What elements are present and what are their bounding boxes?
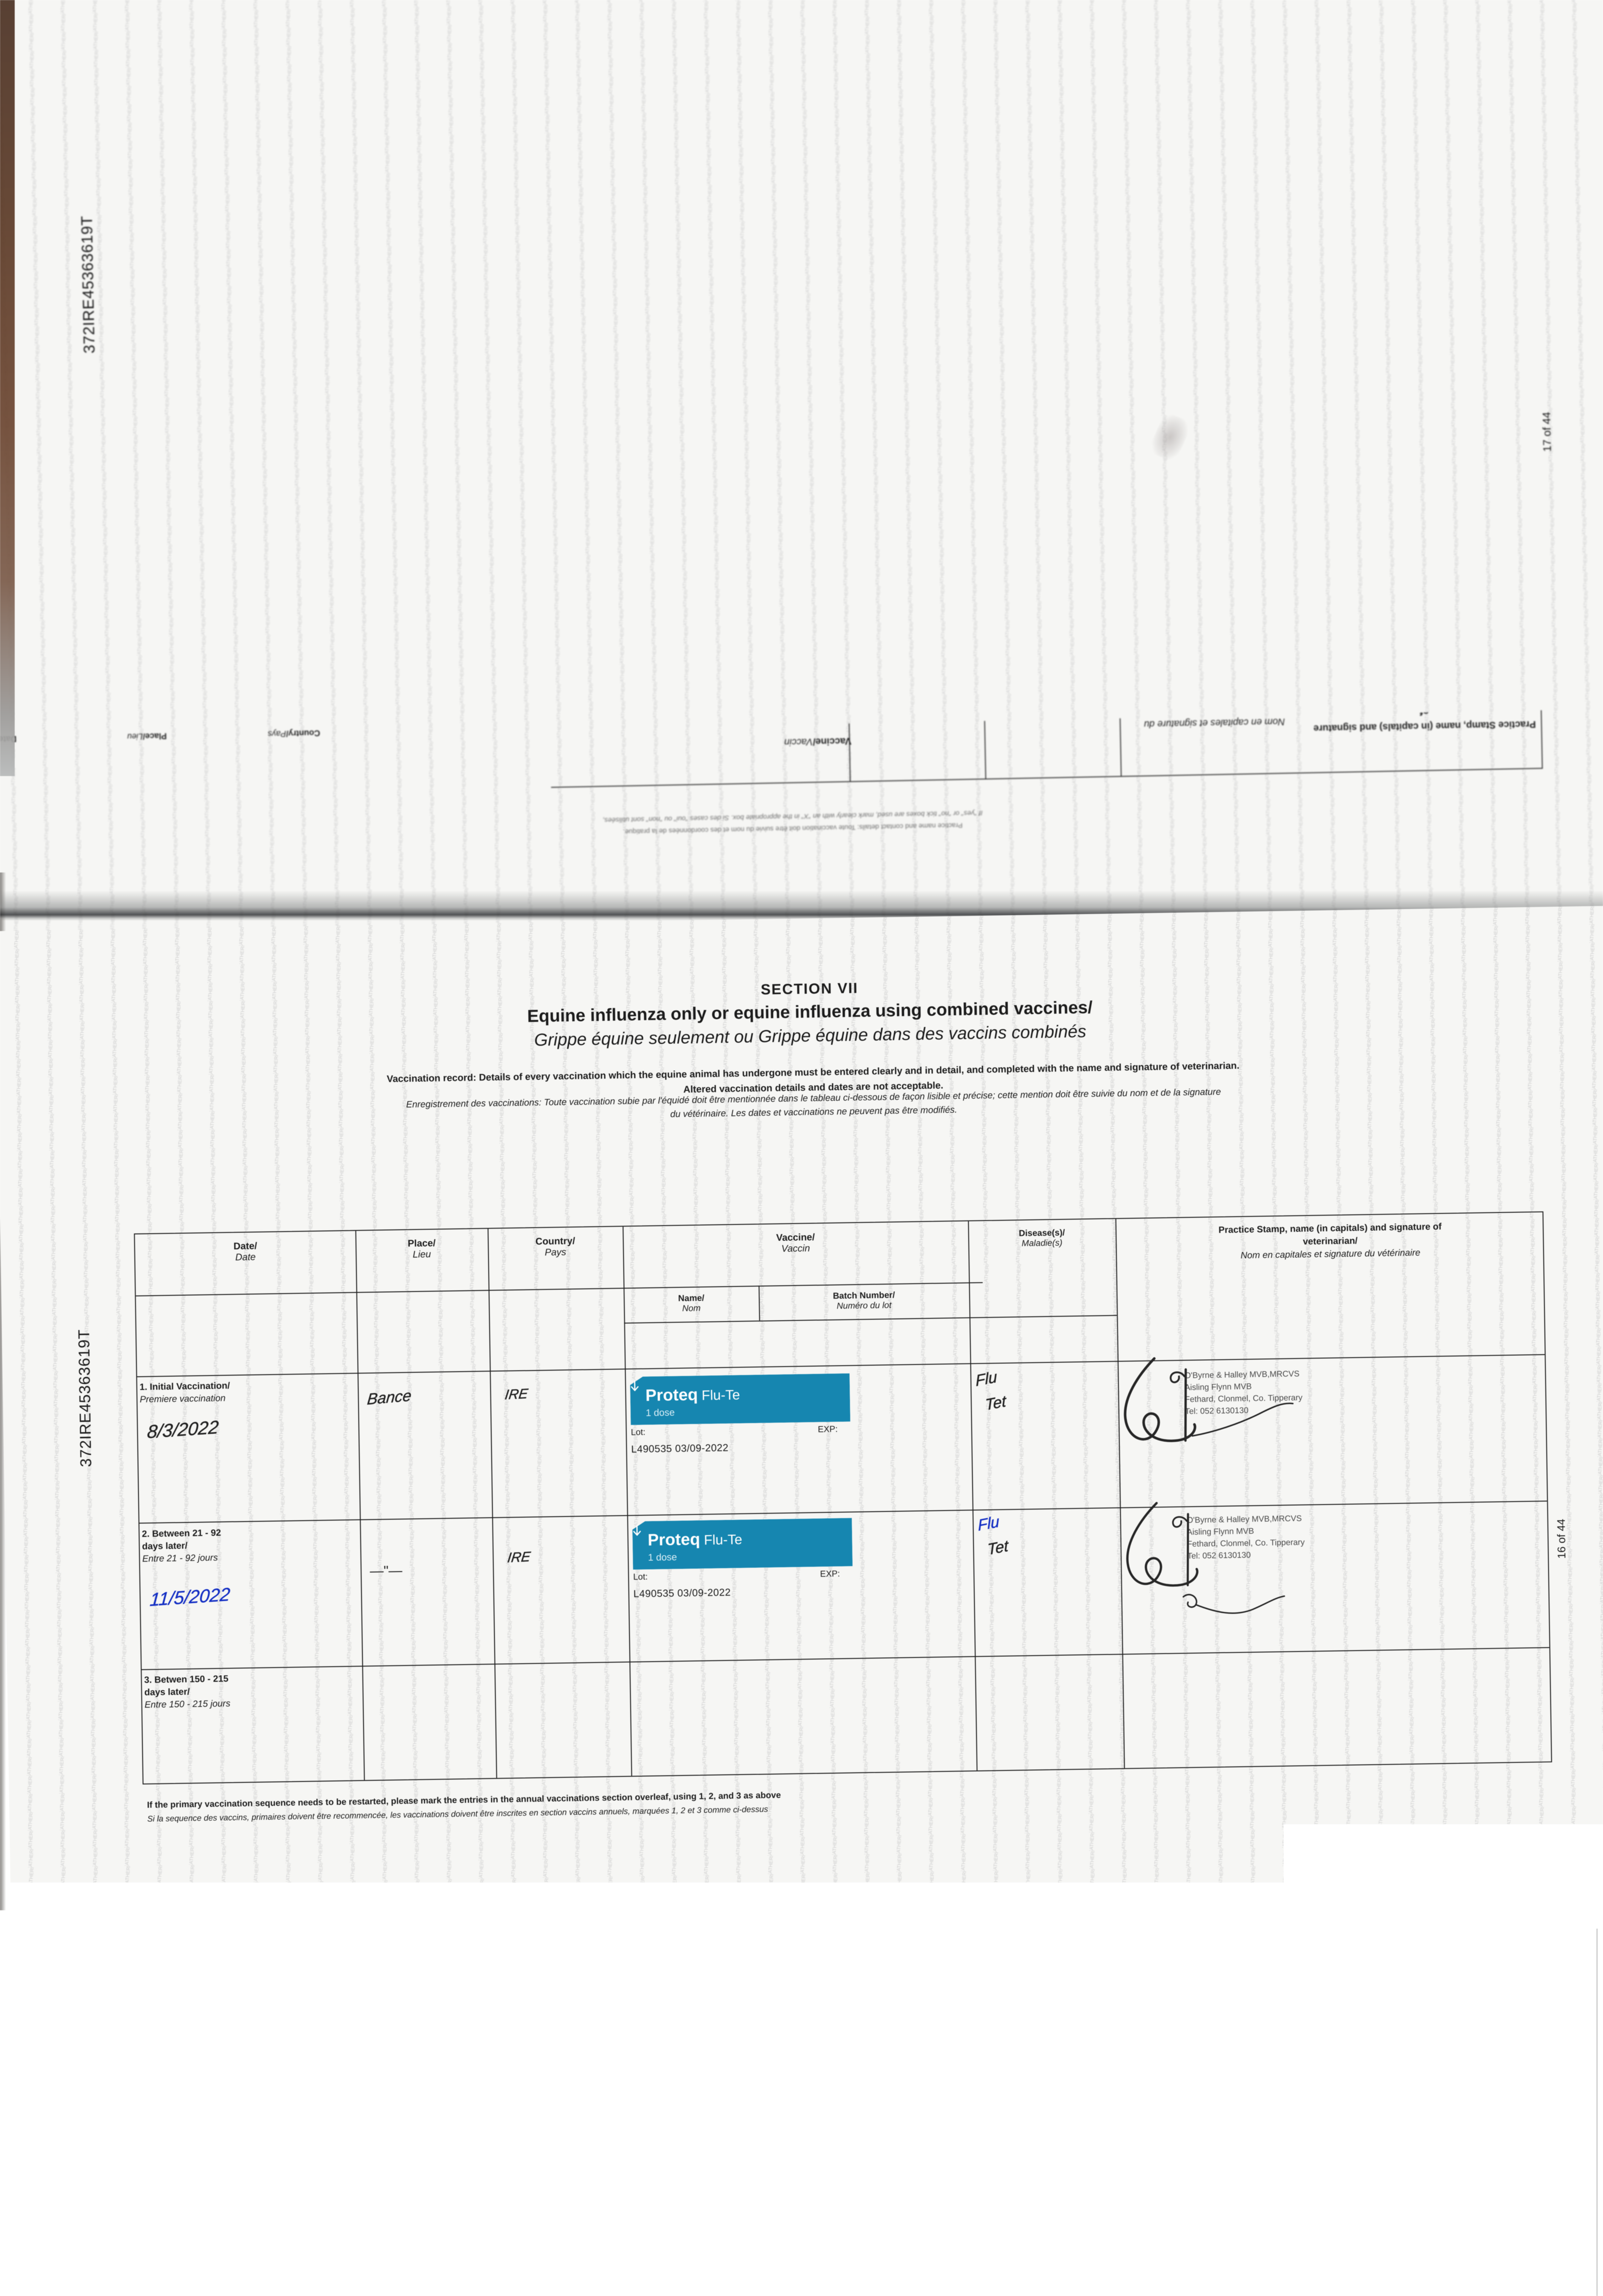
svg-text:1 dose: 1 dose [648, 1552, 677, 1563]
svg-text:Proteq Flu-Te: Proteq Flu-Te [648, 1529, 742, 1549]
svg-text:1 dose: 1 dose [646, 1407, 675, 1418]
svg-text:Proteq Flu-Te: Proteq Flu-Te [645, 1384, 740, 1404]
